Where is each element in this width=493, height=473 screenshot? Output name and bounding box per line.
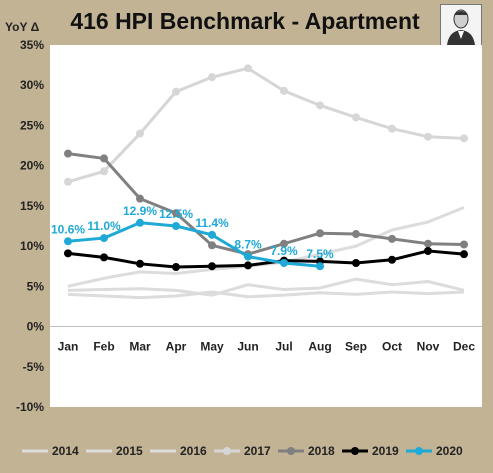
data-point-2017 xyxy=(316,101,324,110)
data-label-2020: 11.0% xyxy=(87,219,121,233)
data-point-2019 xyxy=(244,261,252,270)
y-tick-label: -5% xyxy=(23,360,45,374)
data-point-2018 xyxy=(424,239,432,248)
data-label-2020: 7.9% xyxy=(270,244,298,258)
data-point-2017 xyxy=(136,129,144,138)
series-line-2015 xyxy=(67,277,465,297)
data-point-2020 xyxy=(172,222,180,230)
data-point-2018 xyxy=(280,239,288,248)
series-line-2014 xyxy=(67,290,465,300)
legend-marker-2018 xyxy=(287,447,295,455)
series-line-2018 xyxy=(67,152,465,256)
data-point-2018 xyxy=(136,194,144,203)
data-point-2018 xyxy=(172,209,180,218)
x-tick-label: Feb xyxy=(93,340,114,354)
series-line-2017 xyxy=(67,66,465,184)
y-tick-label: 25% xyxy=(20,118,44,132)
data-point-2020 xyxy=(136,218,144,227)
data-label-2020: 10.6% xyxy=(51,222,85,236)
data-point-2017 xyxy=(244,64,252,73)
data-point-2020 xyxy=(316,262,324,271)
series-line-2020 xyxy=(67,221,321,268)
data-label-2020: 8.7% xyxy=(234,238,262,252)
y-tick-label: -10% xyxy=(16,400,44,414)
data-point-2019 xyxy=(352,259,360,268)
x-tick-label: Dec xyxy=(453,340,475,354)
y-tick-label: 30% xyxy=(20,78,44,92)
y-tick-label: 20% xyxy=(20,159,44,173)
x-tick-label: Mar xyxy=(129,340,151,354)
x-tick-label: Sep xyxy=(345,340,367,354)
author-portrait-icon xyxy=(440,4,482,46)
chart-title: 416 HPI Benchmark - Apartment xyxy=(70,8,420,34)
data-point-2017 xyxy=(280,86,288,95)
series-line-2019 xyxy=(67,249,465,269)
data-point-2019 xyxy=(172,263,180,272)
data-point-2017 xyxy=(64,177,72,186)
data-label-2020: 7.5% xyxy=(306,247,334,261)
x-tick-label: Nov xyxy=(417,340,440,354)
data-point-2020 xyxy=(64,237,72,246)
data-point-2018 xyxy=(100,154,108,163)
legend-marker-2019 xyxy=(351,447,359,455)
data-label-2020: 11.4% xyxy=(195,216,229,230)
legend-marker-2020 xyxy=(415,447,423,455)
data-point-2019 xyxy=(424,246,432,255)
data-point-2019 xyxy=(208,262,216,271)
x-tick-label: Jun xyxy=(237,340,258,354)
legend-label-2015: 2015 xyxy=(116,444,143,458)
y-axis-title: YoY Δ xyxy=(5,20,40,34)
data-point-2018 xyxy=(460,240,468,249)
data-point-2019 xyxy=(388,255,396,264)
data-point-2017 xyxy=(424,132,432,141)
data-point-2018 xyxy=(316,229,324,238)
x-tick-label: May xyxy=(200,340,224,354)
legend-label-2014: 2014 xyxy=(52,444,79,458)
data-point-2020 xyxy=(208,230,216,239)
data-point-2019 xyxy=(64,249,72,258)
legend-label-2019: 2019 xyxy=(372,444,399,458)
legend-label-2020: 2020 xyxy=(436,444,463,458)
y-tick-label: 0% xyxy=(27,320,45,334)
y-tick-label: 15% xyxy=(20,199,44,213)
y-tick-label: 10% xyxy=(20,239,44,253)
y-tick-label: 5% xyxy=(27,279,45,293)
x-tick-label: Apr xyxy=(166,340,187,354)
x-tick-label: Aug xyxy=(308,340,331,354)
y-tick-label: 35% xyxy=(20,38,44,52)
data-point-2017 xyxy=(352,113,360,122)
x-tick-label: Jul xyxy=(275,340,292,354)
data-point-2019 xyxy=(100,253,108,262)
data-label-2020: 12.9% xyxy=(123,204,157,218)
data-point-2017 xyxy=(208,73,216,82)
data-point-2017 xyxy=(172,87,180,96)
x-tick-label: Oct xyxy=(382,340,402,354)
data-point-2017 xyxy=(460,134,468,143)
data-point-2020 xyxy=(244,252,252,261)
data-point-2017 xyxy=(388,124,396,133)
data-point-2019 xyxy=(460,250,468,259)
data-point-2019 xyxy=(136,259,144,268)
data-point-2017 xyxy=(100,167,108,176)
x-tick-label: Jan xyxy=(58,340,79,354)
data-point-2018 xyxy=(64,149,72,158)
legend-marker-2017 xyxy=(223,447,231,455)
legend-label-2016: 2016 xyxy=(180,444,207,458)
data-point-2020 xyxy=(280,259,288,268)
data-point-2018 xyxy=(352,230,360,239)
data-point-2020 xyxy=(100,234,108,243)
legend-label-2017: 2017 xyxy=(244,444,271,458)
data-label-2020: 12.5% xyxy=(159,207,193,221)
legend-label-2018: 2018 xyxy=(308,444,335,458)
data-point-2018 xyxy=(388,234,396,243)
data-point-2018 xyxy=(208,241,216,250)
